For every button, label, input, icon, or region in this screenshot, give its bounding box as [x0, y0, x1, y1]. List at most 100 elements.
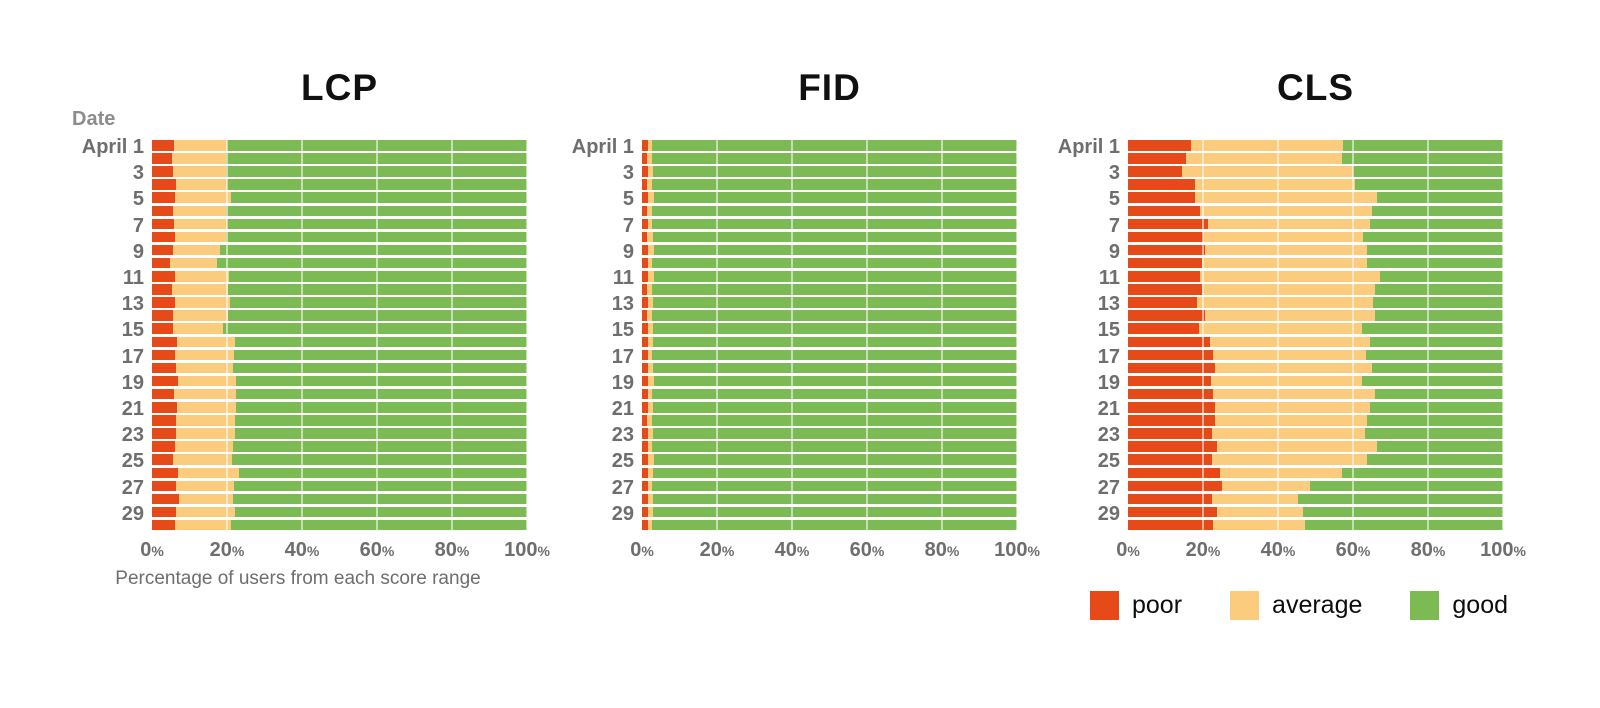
- stacked-bar-day-14: [1128, 310, 1503, 321]
- bar-segment-average: [648, 375, 654, 387]
- bar-segment-poor: [152, 271, 175, 282]
- bar-segment-good: [227, 179, 527, 190]
- x-tick-label-0: 0%: [1116, 539, 1140, 561]
- stacked-bar-day-16: [1128, 336, 1503, 348]
- bar-segment-poor: [642, 336, 648, 348]
- bar-segment-good: [1366, 349, 1503, 361]
- bar-segment-good: [653, 336, 1017, 348]
- stacked-bar-day-2: [1128, 153, 1503, 164]
- x-tick-label-0: 0%: [630, 539, 654, 561]
- bar-segment-good: [651, 179, 1017, 190]
- legend-swatch-good-icon: [1410, 591, 1440, 620]
- x-axis-caption: Percentage of users from each score rang…: [115, 568, 481, 589]
- bar-segment-poor: [1128, 349, 1214, 361]
- x-tick-label-100: 100%: [504, 539, 550, 561]
- bar-segment-average: [1215, 402, 1370, 413]
- bar-segment-poor: [152, 284, 172, 295]
- bar-segment-good: [1363, 231, 1503, 243]
- bar-segment-poor: [642, 297, 648, 308]
- stacked-bar-day-2: [152, 153, 527, 164]
- bar-segment-good: [1372, 362, 1503, 374]
- bar-segment-good: [228, 310, 527, 321]
- y-tick-label: 13: [1097, 293, 1120, 316]
- bar-segment-good: [652, 428, 1017, 439]
- x-axis-ticks-cls: 0% 20% 40% 60% 80% 100%: [1116, 539, 1526, 567]
- bar-segment-poor: [642, 519, 648, 531]
- bar-segment-good: [653, 244, 1017, 256]
- stacked-bar-day-7: [642, 218, 1017, 230]
- chart-cls: CLS April 1 3 5 7 9 11 13 15 17 19 21 23 25 27 29 0% 20…: [1034, 60, 1526, 600]
- y-tick-label: 17: [121, 345, 144, 368]
- bar-segment-poor: [642, 271, 648, 282]
- bar-segment-average: [1204, 310, 1376, 321]
- bar-segment-good: [1380, 271, 1503, 282]
- stacked-bar-day-5: [152, 192, 527, 203]
- bar-segment-poor: [642, 375, 648, 387]
- y-tick-label: 15: [611, 319, 634, 342]
- stacked-bar-day-6: [642, 205, 1017, 217]
- bar-segment-good: [238, 467, 527, 479]
- bar-segment-good: [652, 349, 1017, 361]
- bar-segment-average: [647, 467, 653, 479]
- bar-segment-good: [225, 205, 527, 217]
- bar-segment-poor: [642, 231, 648, 243]
- bar-segment-average: [647, 323, 653, 334]
- bar-segment-good: [1362, 323, 1503, 334]
- bar-segment-average: [174, 271, 229, 282]
- bar-segment-average: [176, 179, 227, 190]
- x-tick-label-60: 60%: [359, 539, 395, 561]
- y-tick-label: 3: [622, 162, 634, 185]
- bar-segment-good: [1297, 493, 1503, 505]
- bar-segment-average: [173, 454, 232, 465]
- plot-area-fid: [642, 140, 1018, 533]
- bar-segment-average: [177, 402, 236, 413]
- x-tick-label-0: 0%: [140, 539, 164, 561]
- bar-segment-average: [174, 349, 235, 361]
- bar-segment-poor: [1128, 323, 1199, 334]
- legend-item-average: average: [1230, 591, 1362, 620]
- bar-segment-average: [647, 284, 653, 295]
- stacked-bar-day-11: [152, 271, 527, 282]
- stacked-bar-day-17: [642, 349, 1017, 361]
- stacked-bar-day-12: [152, 284, 527, 295]
- stacked-bar-day-20: [642, 388, 1017, 400]
- y-tick-label: 29: [611, 502, 634, 525]
- bar-segment-average: [1216, 506, 1304, 518]
- y-axis-labels-fid: April 1 3 5 7 9 11 13 15 17 19 21 23 25 27 29: [548, 136, 634, 533]
- bar-segment-good: [652, 519, 1017, 531]
- legend-swatch-poor-icon: [1090, 591, 1119, 620]
- bar-segment-poor: [642, 467, 648, 479]
- bar-segment-poor: [1128, 493, 1212, 505]
- x-axis-ticks-fid: 0% 20% 40% 60% 80% 100%: [630, 539, 1040, 567]
- bar-segment-good: [1377, 192, 1503, 203]
- stacked-bar-day-12: [642, 284, 1017, 295]
- bar-segment-poor: [152, 428, 176, 439]
- stacked-bar-day-20: [1128, 388, 1503, 400]
- x-tick-label-60: 60%: [1335, 539, 1371, 561]
- bar-segment-average: [647, 310, 653, 321]
- bar-segment-average: [648, 336, 654, 348]
- bar-segment-poor: [1128, 310, 1205, 321]
- stacked-bar-day-26: [642, 467, 1017, 479]
- y-tick-label: 19: [121, 371, 144, 394]
- bar-segment-average: [171, 284, 229, 295]
- stacked-bar-day-28: [1128, 493, 1503, 505]
- bar-segment-poor: [642, 480, 648, 492]
- legend-item-good: good: [1410, 591, 1508, 620]
- bar-segment-average: [647, 415, 653, 426]
- y-tick-label: 15: [1097, 319, 1120, 342]
- plot-area-cls: [1128, 140, 1504, 533]
- bar-segment-average: [1213, 519, 1305, 531]
- bar-segment-average: [174, 192, 232, 203]
- stacked-bar-day-5: [1128, 192, 1503, 203]
- y-tick-label: 11: [1098, 267, 1120, 289]
- stacked-bar-day-8: [642, 231, 1017, 243]
- y-tick-label: 17: [1097, 345, 1120, 368]
- bar-segment-average: [1204, 244, 1367, 256]
- y-tick-label: 27: [121, 476, 144, 499]
- bar-segment-average: [1186, 153, 1342, 164]
- bar-segment-average: [1182, 166, 1353, 177]
- x-tick-label-40: 40%: [774, 539, 810, 561]
- bar-segment-good: [1375, 284, 1503, 295]
- y-tick-label: 9: [622, 240, 634, 263]
